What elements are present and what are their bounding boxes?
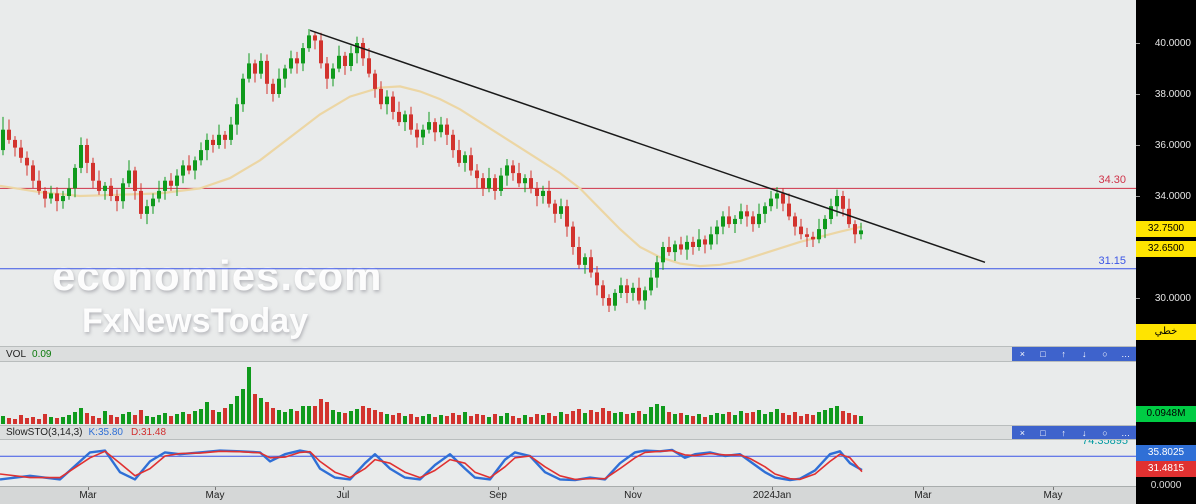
price-axis-label: 40.0000 bbox=[1154, 38, 1191, 49]
time-axis-tick bbox=[772, 487, 773, 490]
stochastic-k-value: K:35.80 bbox=[88, 427, 123, 438]
time-axis[interactable]: Mar May Jul Sep Nov 2024Jan Mar May bbox=[0, 486, 1136, 504]
time-axis-tick bbox=[88, 487, 89, 490]
price-axis-label: 30.0000 bbox=[1154, 293, 1191, 304]
stochastic-d-value: D:31.48 bbox=[131, 427, 167, 438]
last-price-badge: 32.7500 bbox=[1136, 221, 1196, 237]
move-down-icon[interactable]: ↓ bbox=[1082, 427, 1087, 438]
time-axis-label: May bbox=[1043, 490, 1063, 501]
move-up-icon[interactable]: ↑ bbox=[1061, 349, 1066, 359]
time-axis-label: Nov bbox=[624, 490, 642, 501]
watermark-subbrand: FxNewsToday bbox=[82, 302, 309, 340]
move-down-icon[interactable]: ↓ bbox=[1082, 349, 1087, 359]
price-chart-canvas[interactable] bbox=[0, 0, 1136, 346]
stochastic-level-label: 74.35895 bbox=[1082, 440, 1128, 447]
time-axis-tick bbox=[498, 487, 499, 490]
stochastic-indicator-label: SlowSTO(3,14,3) bbox=[6, 427, 83, 438]
time-axis-tick bbox=[215, 487, 216, 490]
volume-pane-header: VOL 0.09 × □ ↑ ↓ ○ … bbox=[0, 346, 1136, 362]
price-axis-label: 34.0000 bbox=[1154, 191, 1191, 202]
time-axis-label: May bbox=[205, 490, 225, 501]
maximize-icon[interactable]: □ bbox=[1040, 427, 1046, 438]
time-axis-label: Mar bbox=[914, 490, 932, 501]
price-axis-tick bbox=[1136, 196, 1140, 197]
price-axis-label: 38.0000 bbox=[1154, 89, 1191, 100]
more-icon[interactable]: … bbox=[1121, 427, 1131, 438]
time-axis-tick bbox=[633, 487, 634, 490]
stochastic-pane-toolbar: × □ ↑ ↓ ○ … bbox=[1012, 426, 1136, 439]
price-axis-label: 36.0000 bbox=[1154, 140, 1191, 151]
more-icon[interactable]: … bbox=[1121, 349, 1131, 359]
close-icon[interactable]: × bbox=[1019, 427, 1025, 438]
price-chart-pane[interactable]: economies.com FxNewsToday 34.30 31.15 bbox=[0, 0, 1136, 346]
move-up-icon[interactable]: ↑ bbox=[1061, 427, 1066, 438]
price-scale-panel[interactable]: 40.0000 38.0000 36.0000 34.0000 30.0000 32.75… bbox=[1136, 0, 1196, 504]
sto-k-badge: 35.8025 bbox=[1136, 445, 1196, 461]
volume-pane[interactable] bbox=[0, 362, 1136, 425]
price-axis-tick bbox=[1136, 94, 1140, 95]
time-axis-label: Sep bbox=[489, 490, 507, 501]
watermark: economies.com FxNewsToday bbox=[52, 252, 382, 341]
time-axis-label: Jul bbox=[336, 490, 350, 501]
time-axis-tick bbox=[343, 487, 344, 490]
close-icon[interactable]: × bbox=[1019, 349, 1025, 359]
scale-type-badge: خطي bbox=[1136, 324, 1196, 340]
sto-d-badge: 31.4815 bbox=[1136, 461, 1196, 477]
volume-chart-canvas[interactable] bbox=[0, 362, 1136, 425]
volume-indicator-value: 0.09 bbox=[32, 348, 52, 360]
time-axis-label: 2024Jan bbox=[752, 490, 792, 501]
prev-price-badge: 32.6500 bbox=[1136, 241, 1196, 257]
volume-value-badge: 0.0948M bbox=[1136, 406, 1196, 422]
settings-icon[interactable]: ○ bbox=[1102, 349, 1108, 359]
maximize-icon[interactable]: □ bbox=[1040, 349, 1046, 359]
stochastic-chart-canvas[interactable] bbox=[0, 440, 1136, 486]
settings-icon[interactable]: ○ bbox=[1102, 427, 1108, 438]
price-axis-tick bbox=[1136, 298, 1140, 299]
price-axis-tick bbox=[1136, 145, 1140, 146]
volume-indicator-label: VOL bbox=[6, 348, 27, 360]
chart-column: economies.com FxNewsToday 34.30 31.15 VOL… bbox=[0, 0, 1136, 504]
volume-pane-toolbar: × □ ↑ ↓ ○ … bbox=[1012, 347, 1136, 361]
time-axis-label: Mar bbox=[79, 490, 97, 501]
stochastic-pane[interactable]: 74.35895 bbox=[0, 440, 1136, 486]
sto-zero-label: 0.0000 bbox=[1150, 480, 1182, 491]
stochastic-pane-header: SlowSTO(3,14,3) K:35.80 D:31.48 × □ ↑ ↓ ○ … bbox=[0, 425, 1136, 440]
watermark-brand: economies.com bbox=[52, 252, 383, 299]
time-axis-tick bbox=[1053, 487, 1054, 490]
time-axis-tick bbox=[923, 487, 924, 490]
price-axis-tick bbox=[1136, 43, 1140, 44]
